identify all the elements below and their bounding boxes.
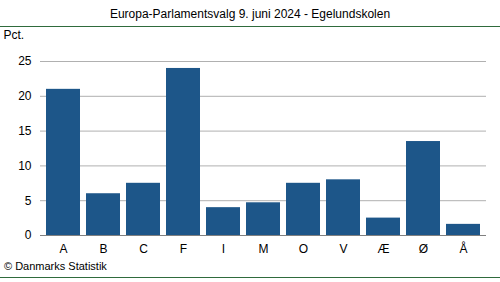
svg-text:0: 0: [25, 228, 32, 242]
svg-text:O: O: [299, 242, 308, 256]
svg-text:B: B: [99, 242, 107, 256]
html-text:Europa-Parlamentsvalg 9. juni: Europa-Parlamentsvalg 9. juni 2024 - Ege…: [109, 7, 391, 21]
svg-text:25: 25: [18, 54, 32, 68]
svg-text:F: F: [180, 242, 187, 256]
svg-text:10: 10: [18, 159, 32, 173]
svg-text:A: A: [59, 242, 67, 256]
svg-text:Ø: Ø: [419, 242, 428, 256]
svg-text:20: 20: [18, 89, 32, 103]
svg-text:Æ: Æ: [378, 242, 390, 256]
svg-text:I: I: [222, 242, 225, 256]
svg-text:V: V: [339, 242, 347, 256]
svg-text:M: M: [259, 242, 269, 256]
svg-text:15: 15: [18, 124, 32, 138]
svg-text:Å: Å: [459, 241, 467, 256]
svg-text:5: 5: [25, 194, 32, 208]
svg-text:Pct.: Pct.: [4, 28, 25, 42]
html-text:© Danmarks Statistik: © Danmarks Statistik: [4, 260, 107, 272]
svg-text:C: C: [139, 242, 148, 256]
